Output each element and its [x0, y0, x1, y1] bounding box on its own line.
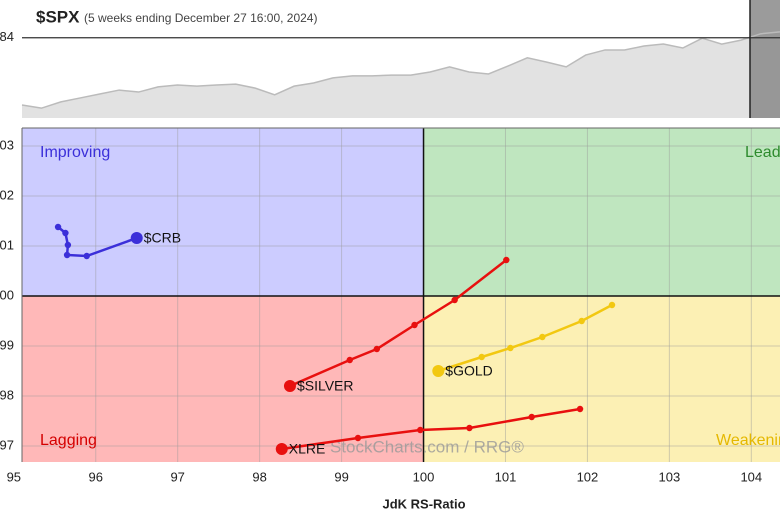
- x-tick-label: 97: [170, 469, 184, 484]
- trail-point: [466, 424, 473, 432]
- series-label: $CRB: [144, 230, 181, 246]
- y-tick-label: 98: [0, 387, 14, 402]
- trail-point: [62, 229, 69, 237]
- x-tick-label: 104: [740, 469, 762, 484]
- x-tick-label: 98: [252, 469, 266, 484]
- quadrant: [423, 296, 780, 462]
- trail-line: [437, 303, 613, 373]
- y-tick-label: 97: [0, 437, 14, 452]
- trail-point: [528, 413, 535, 421]
- series-label: $SILVER: [297, 378, 354, 394]
- quadrant-label: Leading: [745, 144, 780, 161]
- trail-point: [417, 426, 424, 434]
- trail-point: [346, 356, 353, 364]
- quadrant-label: Weakening: [716, 432, 780, 449]
- x-tick-label: 101: [495, 469, 517, 484]
- quadrant: [423, 128, 780, 296]
- trail-point: [54, 223, 62, 231]
- y-tick-label: 99: [0, 337, 14, 352]
- x-tick-label: 95: [7, 469, 21, 484]
- y-tick-label: 102: [0, 187, 14, 202]
- trail-head: [275, 443, 288, 455]
- spx-area: [22, 31, 780, 118]
- series-label: XLRE: [289, 441, 326, 457]
- trail-point: [503, 256, 510, 264]
- trail-point: [576, 405, 584, 413]
- spx-subtitle: (5 weeks ending December 27 16:00, 2024): [84, 11, 317, 25]
- quadrant: [22, 296, 424, 462]
- y-tick-label: 101: [0, 237, 14, 252]
- trail-point: [539, 333, 546, 341]
- spx-title: $SPX: [36, 7, 80, 26]
- trail-point: [578, 317, 585, 325]
- trail-point: [64, 241, 72, 249]
- trail-point: [451, 296, 458, 304]
- trail-point: [507, 344, 514, 352]
- trail-line: [281, 407, 581, 451]
- y-tick-label: 103: [0, 137, 14, 152]
- trail-head: [432, 365, 445, 377]
- x-tick-label: 103: [659, 469, 681, 484]
- trail-point: [83, 252, 90, 260]
- trail-point: [354, 434, 362, 442]
- series-label: $GOLD: [445, 363, 492, 379]
- y-tick-label: 100: [0, 287, 14, 302]
- trail-point: [411, 321, 418, 329]
- quadrant: [22, 128, 424, 296]
- trail-line: [289, 259, 508, 388]
- shaded-period: [750, 0, 780, 118]
- quadrant-label: Improving: [40, 144, 110, 161]
- x-tick-label: 96: [89, 469, 103, 484]
- spx-line: [21, 31, 780, 109]
- watermark: StockCharts.com / RRG®: [330, 437, 524, 456]
- x-axis-title: JdK RS-Ratio: [382, 496, 465, 511]
- trail-point: [608, 301, 616, 309]
- trail-head: [283, 380, 296, 392]
- trail-head: [130, 232, 143, 244]
- spx-y-tick-label: 84: [0, 29, 14, 44]
- x-tick-label: 100: [413, 469, 435, 484]
- x-tick-label: 102: [577, 469, 599, 484]
- quadrant-label: Lagging: [40, 432, 97, 449]
- x-tick-label: 99: [334, 469, 348, 484]
- trail-point: [478, 353, 485, 361]
- trail-point: [373, 345, 381, 353]
- trail-point: [63, 251, 71, 259]
